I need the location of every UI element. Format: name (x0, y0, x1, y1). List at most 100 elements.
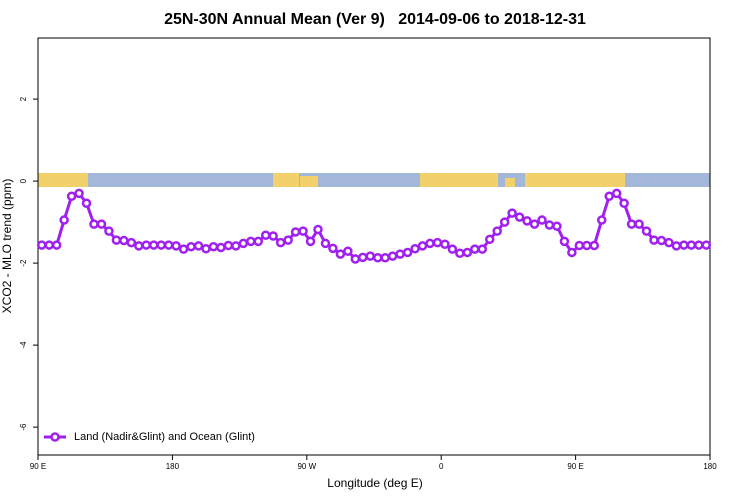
data-point (305, 236, 316, 247)
data-point (514, 212, 525, 222)
y-tick-label: 2 (19, 96, 28, 101)
y-tick-label: -2 (19, 259, 28, 267)
y-tick-label: -6 (19, 423, 28, 431)
data-point (589, 240, 600, 251)
data-point (290, 227, 301, 237)
data-point (36, 240, 47, 250)
data-point (552, 221, 562, 231)
data-point (201, 244, 211, 254)
x-tick-label: 90 E (567, 462, 583, 471)
data-point (582, 240, 592, 251)
data-point (246, 236, 256, 247)
x-tick-label: 0 (439, 462, 444, 471)
data-point (358, 252, 368, 263)
data-point (81, 198, 92, 208)
x-tick-label: 180 (703, 462, 717, 471)
data-point (74, 188, 84, 199)
data-point (186, 241, 196, 252)
data-point (111, 235, 122, 245)
data-point (104, 226, 114, 236)
x-tick-label: 90 W (297, 462, 316, 471)
data-point (335, 249, 346, 259)
data-point (350, 254, 361, 264)
data-point (66, 191, 77, 202)
data-point (522, 216, 532, 226)
data-point (156, 240, 166, 250)
data-point (119, 235, 129, 246)
data-point (216, 242, 226, 253)
data-point (193, 241, 204, 251)
data-point (402, 247, 413, 258)
data-point (253, 236, 264, 247)
data-point (656, 235, 667, 246)
data-point (649, 235, 659, 245)
data-point (701, 240, 712, 250)
data-point (96, 219, 107, 229)
data-point (641, 226, 652, 236)
data-point (537, 215, 547, 225)
data-point (574, 240, 585, 251)
data-point (298, 226, 308, 236)
data-point (440, 239, 450, 249)
data-point (596, 215, 607, 225)
data-point (567, 247, 577, 258)
data-point (44, 240, 54, 250)
data-point (59, 215, 69, 225)
legend-label: Land (Nadir&Glint) and Ocean (Glint) (74, 431, 255, 443)
chart-title: 25N-30N Annual Mean (Ver 9) 2014-09-06 t… (164, 11, 586, 28)
data-point (462, 247, 473, 258)
data-point (694, 240, 704, 250)
data-point (395, 249, 405, 259)
data-point (328, 243, 338, 254)
data-point (425, 238, 435, 249)
data-point (634, 219, 644, 229)
map-strip (38, 173, 710, 187)
data-point (611, 188, 622, 199)
x-axis-label: Longitude (deg E) (327, 476, 422, 490)
data-point (686, 240, 697, 250)
data-point (163, 240, 174, 250)
data-point (492, 226, 502, 236)
data-point (51, 240, 62, 250)
data-point (275, 237, 286, 248)
data-point (470, 244, 480, 254)
data-point (484, 234, 495, 245)
x-tick-label: 180 (166, 462, 180, 471)
data-point (671, 241, 682, 251)
data-point (171, 241, 181, 251)
data-point (447, 244, 458, 254)
data-point (223, 240, 234, 251)
data-point (260, 230, 271, 240)
data-point (604, 191, 614, 202)
data-point (268, 231, 278, 241)
data-point (499, 217, 510, 227)
data-point (178, 244, 189, 254)
data-point (455, 248, 465, 259)
x-tick-label: 90 E (30, 462, 46, 471)
y-axis-label: XCO2 - MLO trend (ppm) (0, 179, 14, 314)
data-point (619, 198, 629, 208)
data-point (417, 241, 428, 251)
data-point (365, 251, 376, 261)
data-point (372, 253, 383, 263)
data-point (343, 246, 353, 256)
data-point (238, 238, 249, 249)
data-point (679, 240, 689, 250)
data-point (432, 237, 443, 248)
data-point (664, 237, 674, 248)
y-tick-label: 0 (19, 178, 28, 183)
data-point (559, 236, 570, 247)
data-point (231, 241, 241, 251)
data-point (529, 219, 540, 229)
data-point (313, 224, 323, 235)
data-point (320, 238, 331, 249)
data-point (477, 244, 488, 254)
data-point (134, 241, 144, 251)
legend-marker (50, 432, 60, 442)
data-point (626, 219, 637, 229)
data-point (89, 219, 99, 229)
data-point (410, 244, 420, 254)
data-point (126, 237, 137, 248)
data-point (148, 240, 159, 250)
